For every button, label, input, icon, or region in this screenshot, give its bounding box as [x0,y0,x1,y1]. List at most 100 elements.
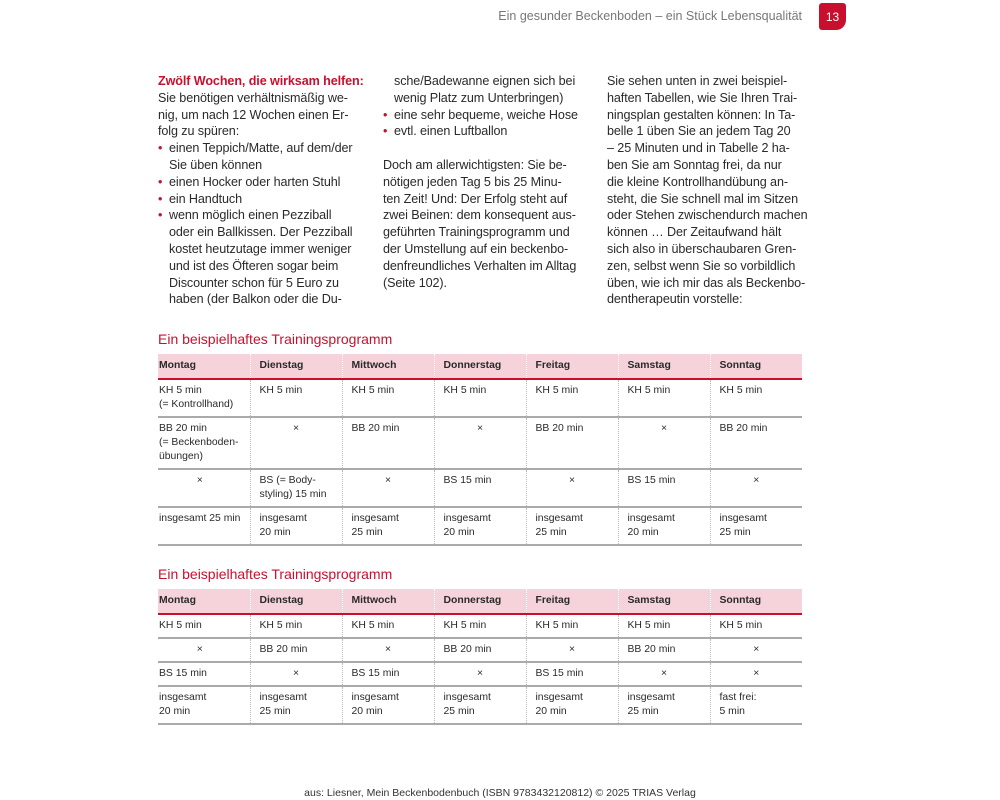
table-cell: KH 5 min [433,614,526,639]
table-cell: BS 15 min [433,469,526,508]
table-cell: KH 5 min [525,379,618,418]
table-cell: BB 20 min [709,417,802,470]
table-cell: KH 5 min [249,379,342,418]
table-cell: × [709,469,802,508]
text-line: Sie sehen unten in zwei beispiel- [607,74,788,88]
column-header: Samstag [617,354,710,380]
table-cell: KH 5 min [525,614,618,639]
table-header-row: Montag Dienstag Mittwoch Donnerstag Freitag S… [158,354,802,380]
text-line: sche/Badewanne eignen sich bei [394,74,576,88]
text-line: können … Der Zeitaufwand hält [607,225,782,240]
text-line: zwei Beinen: dem konsequent aus- [383,208,576,223]
column-header: Freitag [525,354,618,380]
table-cell: insgesamt 25 min [249,686,342,725]
table-cell: KH 5 min [341,614,434,639]
table-cell: BS 15 min [617,469,710,508]
table-cell: insgesamt 25 min [525,507,618,546]
text-line: oder ein Ballkissen. Der Pezziball [169,225,353,240]
table-row: insgesamt 25 min insgesamt 20 min insgesam… [158,507,802,546]
copyright-footer: aus: Liesner, Mein Beckenbodenbuch (ISBN… [304,787,696,799]
bullet-item-line: einen Hocker oder harten Stuhl [158,174,364,191]
table-cell: BB 20 min [341,417,434,470]
bullet-item-line: eine sehr bequeme, weiche Hose [383,107,578,124]
table-cell: × [525,638,618,663]
table-row: BS 15 min × BS 15 min × BS 15 min × × [158,662,802,687]
text-line [383,140,578,157]
text-line: Sie üben können [169,157,263,172]
table-cell: KH 5 min [433,379,526,418]
table-cell: insgesamt 20 min [617,507,710,546]
column-header: Sonntag [709,354,802,380]
column-header: Mittwoch [341,354,434,380]
text-line: sich also in überschaubaren Gren- [607,241,797,256]
table-cell: × [525,469,618,508]
table-cell: × [249,662,342,687]
table-2-title: Ein beispielhaftes Trainingsprogramm [158,566,393,582]
column-header: Montag [158,354,250,380]
table-cell: × [158,638,250,663]
column-header: Dienstag [249,354,342,380]
page-number-badge: 13 [819,3,846,30]
table-cell: insgesamt 25 min [158,507,250,546]
text-column-2: sche/Badewanne eignen sich bei wenig Plat… [383,73,578,291]
column-header: Dienstag [249,589,342,615]
text-line: ben Sie am Sonntag frei, da nur [607,157,782,172]
table-cell: insgesamt 25 min [341,507,434,546]
text-line: zen, selbst wenn Sie so vorbildlich [607,258,796,273]
text-line: – 25 Minuten und in Tabelle 2 ha- [607,141,790,156]
text-line: (Seite 102). [383,275,447,290]
table-cell: × [709,638,802,663]
table-row: BB 20 min (= Beckenboden- übungen) × BB 20… [158,417,802,470]
bullet-item-line: wenn möglich einen Pezziball [158,207,364,224]
text-line: wenig Platz zum Unterbringen) [394,90,564,105]
table-cell: × [617,417,710,470]
bullet-item-line: ein Handtuch [158,191,364,208]
column-header: Sonntag [709,589,802,615]
text-line: nötigen jeden Tag 5 bis 25 Minu- [383,174,562,189]
text-line: ten Zeit! Und: Der Erfolg steht auf [383,191,568,206]
column-header: Samstag [617,589,710,615]
column-header: Donnerstag [433,589,526,615]
table-cell: BB 20 min [249,638,342,663]
table-cell: × [158,469,250,508]
training-table-1: Montag Dienstag Mittwoch Donnerstag Freitag S… [158,354,802,546]
column-header: Montag [158,589,250,615]
text-line: Doch am allerwichtigsten: Sie be- [383,157,567,172]
table-cell: BB 20 min [617,638,710,663]
table-cell: KH 5 min [158,614,250,639]
table-cell: insgesamt 25 min [617,686,710,725]
text-line: kostet heutzutage immer weniger [169,241,352,256]
text-line: oder Stehen zwischendurch machen [607,208,808,223]
text-line: geführten Trainingsprogramm und [383,225,570,240]
text-line: die kleine Kontrollhandübung an- [607,174,788,189]
column-header: Mittwoch [341,589,434,615]
table-row: × BS (= Body- styling) 15 min × BS 15 min × B… [158,469,802,508]
table-cell: insgesamt 20 min [341,686,434,725]
section-heading: Zwölf Wochen, die wirksam helfen: [158,74,364,88]
table-cell: insgesamt 25 min [709,507,802,546]
table-cell: × [433,662,526,687]
text-line: dentherapeutin vorstelle: [607,292,743,307]
table-row: insgesamt 20 min insgesamt 25 min insgesam… [158,686,802,725]
table-cell: BS 15 min [341,662,434,687]
text-line: der Umstellung auf ein beckenbo- [383,241,569,256]
table-cell: KH 5 min [341,379,434,418]
text-line: belle 1 üben Sie an jedem Tag 20 [607,124,791,139]
table-cell: BB 20 min [433,638,526,663]
text-column-3: Sie sehen unten in zwei beispiel-haften … [607,73,808,308]
table-cell: × [709,662,802,687]
table-1-title: Ein beispielhaftes Trainingsprogramm [158,331,393,347]
table-cell: insgesamt 20 min [433,507,526,546]
table-cell: × [341,638,434,663]
table-cell: BB 20 min [525,417,618,470]
text-line: haben (der Balkon oder die Du- [169,292,342,307]
table-cell: insgesamt 25 min [433,686,526,725]
running-title: Ein gesunder Beckenboden – ein Stück Leb… [498,9,802,23]
table-cell: KH 5 min [709,379,802,418]
table-header-row: Montag Dienstag Mittwoch Donnerstag Freitag S… [158,589,802,615]
table-cell: KH 5 min [249,614,342,639]
table-row: KH 5 min KH 5 min KH 5 min KH 5 min KH 5 min… [158,614,802,639]
table-cell: × [341,469,434,508]
table-cell: × [249,417,342,470]
